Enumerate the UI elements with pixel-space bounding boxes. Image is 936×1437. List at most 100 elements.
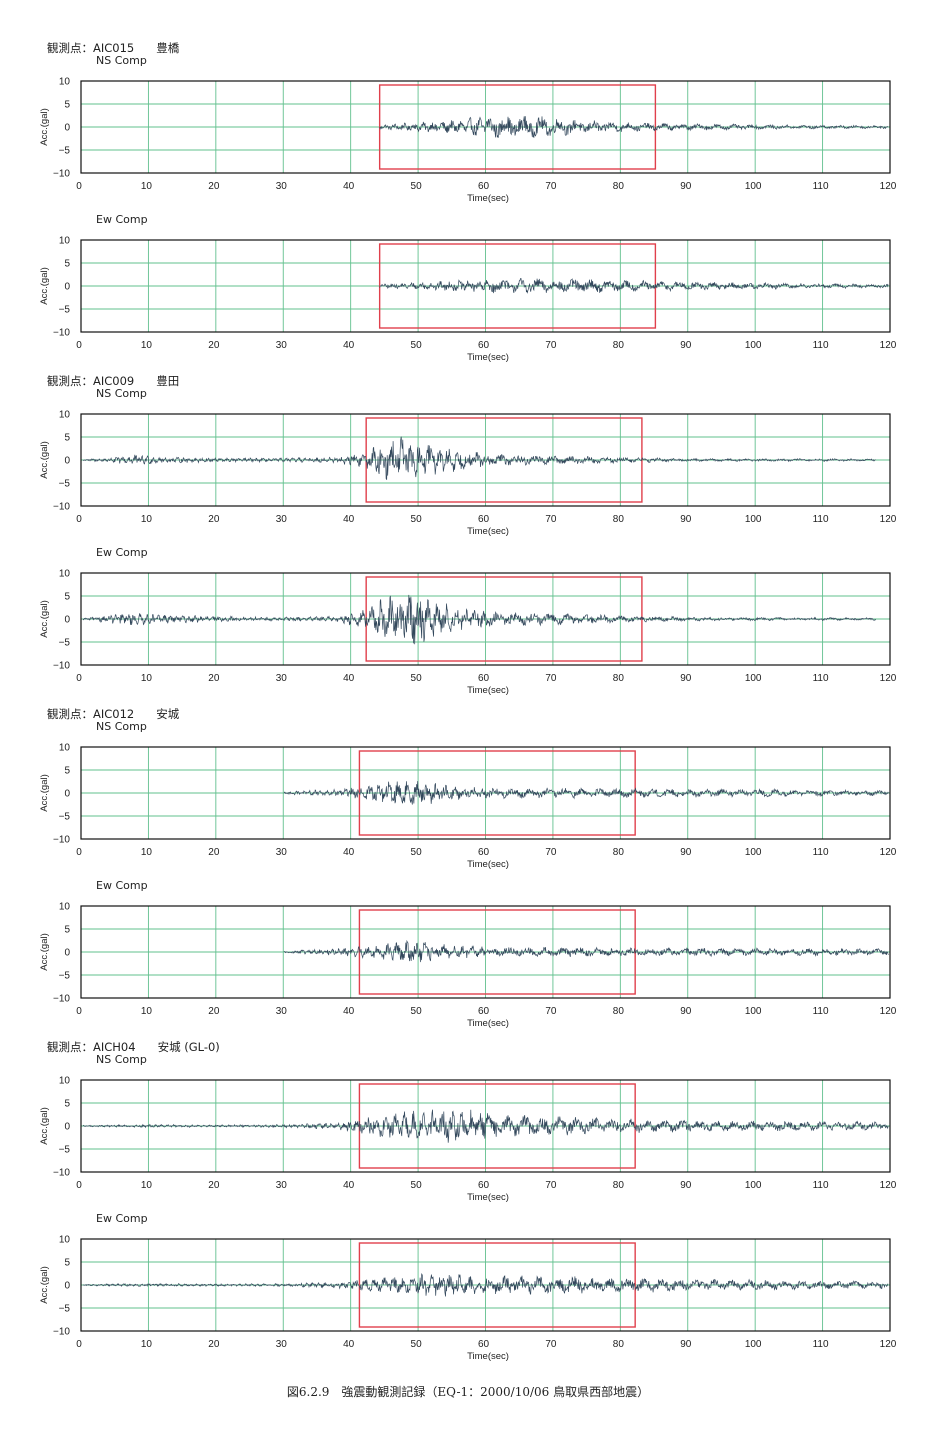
component-label: NS Comp xyxy=(96,1053,147,1066)
plot-frame xyxy=(80,239,891,333)
y-tick-label: −10 xyxy=(53,661,70,672)
acceleration-trace xyxy=(379,278,889,294)
y-tick-label: −5 xyxy=(59,971,71,982)
acceleration-trace xyxy=(283,939,889,963)
x-tick-label: 40 xyxy=(343,181,355,192)
x-tick-label: 40 xyxy=(343,1180,355,1191)
x-tick-label: 100 xyxy=(745,1180,762,1191)
x-tick-label: 90 xyxy=(680,181,692,192)
acceleration-trace xyxy=(83,1273,889,1297)
x-tick-label: 120 xyxy=(880,1180,897,1191)
x-tick-label: 80 xyxy=(613,847,625,858)
x-tick-label: 70 xyxy=(545,847,557,858)
y-tick-label: 5 xyxy=(64,592,70,603)
x-tick-label: 60 xyxy=(478,1180,490,1191)
x-axis-label: Time(sec) xyxy=(467,526,509,537)
x-tick-label: 40 xyxy=(343,1339,355,1350)
x-tick-label: 0 xyxy=(76,181,82,192)
x-tick-label: 70 xyxy=(545,181,557,192)
y-tick-label: 5 xyxy=(64,259,70,270)
x-tick-label: 30 xyxy=(276,1180,288,1191)
x-tick-label: 30 xyxy=(276,1006,288,1017)
y-tick-label: 10 xyxy=(59,236,71,247)
x-tick-label: 60 xyxy=(478,1006,490,1017)
y-tick-label: 0 xyxy=(64,948,70,959)
x-tick-label: 90 xyxy=(680,1339,692,1350)
x-tick-label: 20 xyxy=(208,514,220,525)
component-label: Ew Comp xyxy=(96,546,148,559)
x-tick-label: 110 xyxy=(813,514,829,525)
station-code: AICH04 xyxy=(93,1040,136,1054)
y-axis-label: Acc.(gal) xyxy=(39,267,50,304)
x-tick-label: 20 xyxy=(208,1339,220,1350)
y-tick-label: 5 xyxy=(64,100,70,111)
x-axis-label: Time(sec) xyxy=(467,859,509,870)
x-tick-label: 50 xyxy=(411,673,423,684)
y-tick-label: 10 xyxy=(59,410,71,421)
x-tick-label: 60 xyxy=(478,514,490,525)
x-tick-label: 0 xyxy=(76,1339,82,1350)
x-tick-label: 40 xyxy=(343,673,355,684)
station-name: 豊橋 xyxy=(156,41,180,55)
plot-frame xyxy=(80,1079,891,1173)
x-tick-label: 50 xyxy=(411,340,423,351)
x-tick-label: 30 xyxy=(276,340,288,351)
y-axis-label: Acc.(gal) xyxy=(39,600,50,637)
plot-frame xyxy=(80,80,891,174)
station-header-aic012: 観測点：AIC012 安城 xyxy=(47,708,179,721)
x-tick-label: 0 xyxy=(76,514,82,525)
x-tick-label: 90 xyxy=(680,514,692,525)
component-label: NS Comp xyxy=(96,54,147,67)
x-tick-label: 60 xyxy=(478,340,490,351)
y-tick-label: 0 xyxy=(64,1281,70,1292)
y-tick-label: −10 xyxy=(53,835,70,846)
x-tick-label: 10 xyxy=(141,514,153,525)
x-tick-label: 50 xyxy=(411,1006,423,1017)
highlight-window-box xyxy=(358,1242,636,1328)
x-tick-label: 80 xyxy=(613,673,625,684)
x-tick-label: 110 xyxy=(813,1180,829,1191)
y-axis-label: Acc.(gal) xyxy=(39,1107,50,1144)
y-tick-label: 5 xyxy=(64,1258,70,1269)
y-tick-label: −10 xyxy=(53,994,70,1005)
x-tick-label: 90 xyxy=(680,1180,692,1191)
x-tick-label: 80 xyxy=(613,181,625,192)
acceleration-trace xyxy=(82,436,876,480)
x-tick-label: 80 xyxy=(613,340,625,351)
x-tick-label: 110 xyxy=(813,181,829,192)
x-tick-label: 70 xyxy=(545,340,557,351)
y-tick-label: 0 xyxy=(64,1122,70,1133)
x-tick-label: 10 xyxy=(141,1006,153,1017)
x-tick-label: 80 xyxy=(613,1339,625,1350)
y-tick-label: 10 xyxy=(59,1235,71,1246)
station-code: AIC015 xyxy=(93,41,135,55)
station-code: AIC012 xyxy=(93,707,135,721)
y-tick-label: −5 xyxy=(59,1304,71,1315)
x-tick-label: 50 xyxy=(411,514,423,525)
x-tick-label: 60 xyxy=(478,673,490,684)
x-tick-label: 110 xyxy=(813,847,829,858)
x-tick-label: 10 xyxy=(141,1180,153,1191)
x-tick-label: 60 xyxy=(478,1339,490,1350)
x-tick-label: 0 xyxy=(76,847,82,858)
y-tick-label: 0 xyxy=(64,789,70,800)
x-tick-label: 70 xyxy=(545,673,557,684)
y-tick-label: 10 xyxy=(59,902,71,913)
plot-frame xyxy=(80,413,891,507)
y-tick-label: −10 xyxy=(53,169,70,180)
y-tick-label: 0 xyxy=(64,456,70,467)
x-tick-label: 120 xyxy=(880,340,897,351)
x-tick-label: 20 xyxy=(208,847,220,858)
station-code: AIC009 xyxy=(93,374,135,388)
y-tick-label: 0 xyxy=(64,615,70,626)
x-tick-label: 70 xyxy=(545,1180,557,1191)
x-tick-label: 120 xyxy=(880,1339,897,1350)
y-tick-label: −5 xyxy=(59,146,71,157)
x-tick-label: 10 xyxy=(141,340,153,351)
plot-frame xyxy=(80,1238,891,1332)
x-tick-label: 40 xyxy=(343,847,355,858)
